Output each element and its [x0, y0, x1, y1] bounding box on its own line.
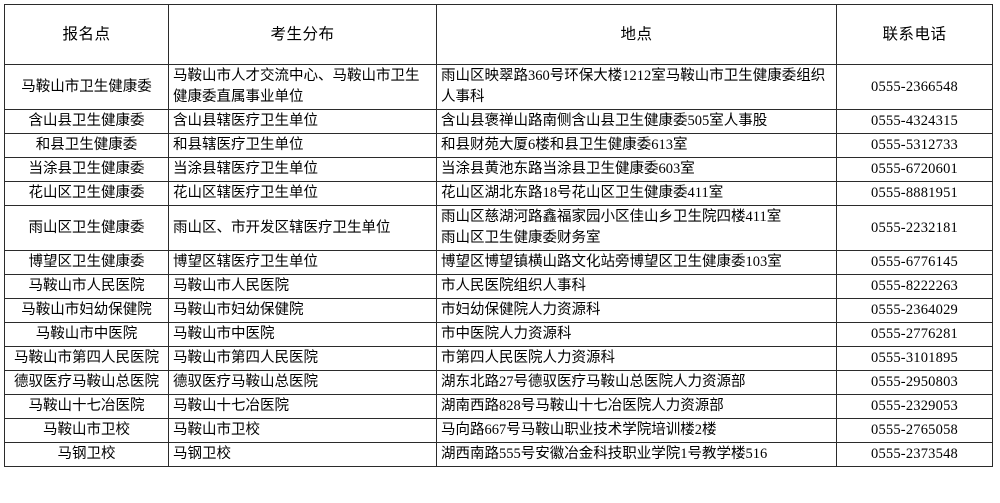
cell-dist: 马鞍山市人才交流中心、马鞍山市卫生健康委直属事业单位 [168, 64, 437, 110]
cell-site: 马鞍山十七冶医院 [4, 394, 169, 419]
table-row: 马鞍山市人民医院 马鞍山市人民医院 市人民医院组织人事科 0555-8222263 [4, 274, 993, 299]
table-header-row: 报名点 考生分布 地点 联系电话 [4, 4, 993, 65]
cell-phone: 0555-6776145 [836, 250, 993, 275]
table-row: 花山区卫生健康委 花山区辖医疗卫生单位 花山区湖北东路18号花山区卫生健康委411室… [4, 181, 993, 206]
cell-site: 含山县卫生健康委 [4, 109, 169, 134]
cell-dist: 马鞍山十七冶医院 [168, 394, 437, 419]
cell-phone: 0555-2373548 [836, 442, 993, 467]
cell-dist: 马鞍山市第四人民医院 [168, 346, 437, 371]
cell-dist: 花山区辖医疗卫生单位 [168, 181, 437, 206]
cell-site: 花山区卫生健康委 [4, 181, 169, 206]
column-header-phone: 联系电话 [836, 4, 993, 65]
cell-addr: 含山县褒禅山路南侧含山县卫生健康委505室人事股 [436, 109, 837, 134]
cell-phone: 0555-2364029 [836, 298, 993, 323]
table-body: 马鞍山市卫生健康委 马鞍山市人才交流中心、马鞍山市卫生健康委直属事业单位 雨山区映翠… [4, 64, 993, 467]
cell-phone: 0555-2765058 [836, 418, 993, 443]
cell-site: 当涂县卫生健康委 [4, 157, 169, 182]
table-row: 马钢卫校 马钢卫校 湖西南路555号安徽冶金科技职业学院1号教学楼516 0555-2… [4, 442, 993, 467]
cell-phone: 0555-5312733 [836, 133, 993, 158]
cell-phone: 0555-8881951 [836, 181, 993, 206]
cell-addr: 湖西南路555号安徽冶金科技职业学院1号教学楼516 [436, 442, 837, 467]
table-row: 雨山区卫生健康委 雨山区、市开发区辖医疗卫生单位 雨山区慈湖河路鑫福家园小区佳山乡卫… [4, 205, 993, 251]
cell-site: 博望区卫生健康委 [4, 250, 169, 275]
cell-site: 德驭医疗马鞍山总医院 [4, 370, 169, 395]
cell-dist: 马鞍山市人民医院 [168, 274, 437, 299]
table-row: 马鞍山市妇幼保健院 马鞍山市妇幼保健院 市妇幼保健院人力资源科 0555-236402… [4, 298, 993, 323]
cell-addr: 市妇幼保健院人力资源科 [436, 298, 837, 323]
cell-dist: 马钢卫校 [168, 442, 437, 467]
cell-addr: 花山区湖北东路18号花山区卫生健康委411室 [436, 181, 837, 206]
cell-site: 马鞍山市卫校 [4, 418, 169, 443]
cell-phone: 0555-2329053 [836, 394, 993, 419]
cell-phone: 0555-2776281 [836, 322, 993, 347]
table-row: 马鞍山十七冶医院 马鞍山十七冶医院 湖南西路828号马鞍山十七冶医院人力资源部 055… [4, 394, 993, 419]
registration-points-table: 报名点 考生分布 地点 联系电话 马鞍山市卫生健康委 马鞍山市人才交流中心、马鞍山… [4, 4, 993, 467]
cell-site: 马鞍山市妇幼保健院 [4, 298, 169, 323]
cell-site: 马鞍山市中医院 [4, 322, 169, 347]
table-row: 当涂县卫生健康委 当涂县辖医疗卫生单位 当涂县黄池东路当涂县卫生健康委603室 055… [4, 157, 993, 182]
cell-addr: 市中医院人力资源科 [436, 322, 837, 347]
table-row: 马鞍山市卫生健康委 马鞍山市人才交流中心、马鞍山市卫生健康委直属事业单位 雨山区映翠… [4, 64, 993, 110]
cell-addr: 和县财苑大厦6楼和县卫生健康委613室 [436, 133, 837, 158]
column-header-addr: 地点 [436, 4, 837, 65]
cell-site: 和县卫生健康委 [4, 133, 169, 158]
column-header-dist: 考生分布 [168, 4, 437, 65]
table-row: 马鞍山市第四人民医院 马鞍山市第四人民医院 市第四人民医院人力资源科 0555-310… [4, 346, 993, 371]
cell-phone: 0555-4324315 [836, 109, 993, 134]
cell-addr: 湖东北路27号德驭医疗马鞍山总医院人力资源部 [436, 370, 837, 395]
table-row: 含山县卫生健康委 含山县辖医疗卫生单位 含山县褒禅山路南侧含山县卫生健康委505室人… [4, 109, 993, 134]
cell-site: 雨山区卫生健康委 [4, 205, 169, 251]
cell-dist: 马鞍山市中医院 [168, 322, 437, 347]
cell-dist: 马鞍山市妇幼保健院 [168, 298, 437, 323]
cell-addr: 市人民医院组织人事科 [436, 274, 837, 299]
cell-phone: 0555-2366548 [836, 64, 993, 110]
column-header-site: 报名点 [4, 4, 169, 65]
cell-dist: 当涂县辖医疗卫生单位 [168, 157, 437, 182]
cell-dist: 雨山区、市开发区辖医疗卫生单位 [168, 205, 437, 251]
table-header: 报名点 考生分布 地点 联系电话 [4, 4, 993, 65]
cell-phone: 0555-3101895 [836, 346, 993, 371]
cell-addr: 湖南西路828号马鞍山十七冶医院人力资源部 [436, 394, 837, 419]
cell-phone: 0555-8222263 [836, 274, 993, 299]
cell-addr: 雨山区映翠路360号环保大楼1212室马鞍山市卫生健康委组织人事科 [436, 64, 837, 110]
cell-site: 马鞍山市第四人民医院 [4, 346, 169, 371]
cell-dist: 马鞍山市卫校 [168, 418, 437, 443]
registration-table-container: 报名点 考生分布 地点 联系电话 马鞍山市卫生健康委 马鞍山市人才交流中心、马鞍山… [4, 4, 993, 467]
table-row: 德驭医疗马鞍山总医院 德驭医疗马鞍山总医院 湖东北路27号德驭医疗马鞍山总医院人力资… [4, 370, 993, 395]
cell-dist: 博望区辖医疗卫生单位 [168, 250, 437, 275]
table-row: 马鞍山市卫校 马鞍山市卫校 马向路667号马鞍山职业技术学院培训楼2楼 0555-27… [4, 418, 993, 443]
cell-phone: 0555-2232181 [836, 205, 993, 251]
cell-site: 马鞍山市人民医院 [4, 274, 169, 299]
table-row: 博望区卫生健康委 博望区辖医疗卫生单位 博望区博望镇横山路文化站旁博望区卫生健康委1… [4, 250, 993, 275]
cell-dist: 和县辖医疗卫生单位 [168, 133, 437, 158]
table-row: 马鞍山市中医院 马鞍山市中医院 市中医院人力资源科 0555-2776281 [4, 322, 993, 347]
table-row: 和县卫生健康委 和县辖医疗卫生单位 和县财苑大厦6楼和县卫生健康委613室 0555-… [4, 133, 993, 158]
cell-dist: 德驭医疗马鞍山总医院 [168, 370, 437, 395]
cell-addr: 马向路667号马鞍山职业技术学院培训楼2楼 [436, 418, 837, 443]
cell-addr: 当涂县黄池东路当涂县卫生健康委603室 [436, 157, 837, 182]
cell-phone: 0555-6720601 [836, 157, 993, 182]
cell-phone: 0555-2950803 [836, 370, 993, 395]
cell-site: 马鞍山市卫生健康委 [4, 64, 169, 110]
cell-dist: 含山县辖医疗卫生单位 [168, 109, 437, 134]
cell-addr: 博望区博望镇横山路文化站旁博望区卫生健康委103室 [436, 250, 837, 275]
cell-site: 马钢卫校 [4, 442, 169, 467]
cell-addr: 市第四人民医院人力资源科 [436, 346, 837, 371]
cell-addr: 雨山区慈湖河路鑫福家园小区佳山乡卫生院四楼411室 雨山区卫生健康委财务室 [436, 205, 837, 251]
